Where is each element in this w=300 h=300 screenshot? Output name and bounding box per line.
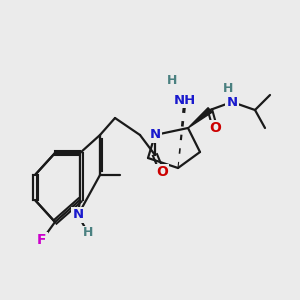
Text: NH: NH	[174, 94, 196, 106]
Text: F: F	[37, 233, 47, 247]
Polygon shape	[188, 108, 212, 128]
Text: O: O	[209, 121, 221, 135]
Text: N: N	[226, 95, 238, 109]
Text: O: O	[156, 165, 168, 179]
Text: H: H	[167, 74, 177, 86]
Text: N: N	[72, 208, 84, 221]
Text: N: N	[149, 128, 161, 142]
Text: H: H	[223, 82, 233, 94]
Text: H: H	[83, 226, 93, 239]
